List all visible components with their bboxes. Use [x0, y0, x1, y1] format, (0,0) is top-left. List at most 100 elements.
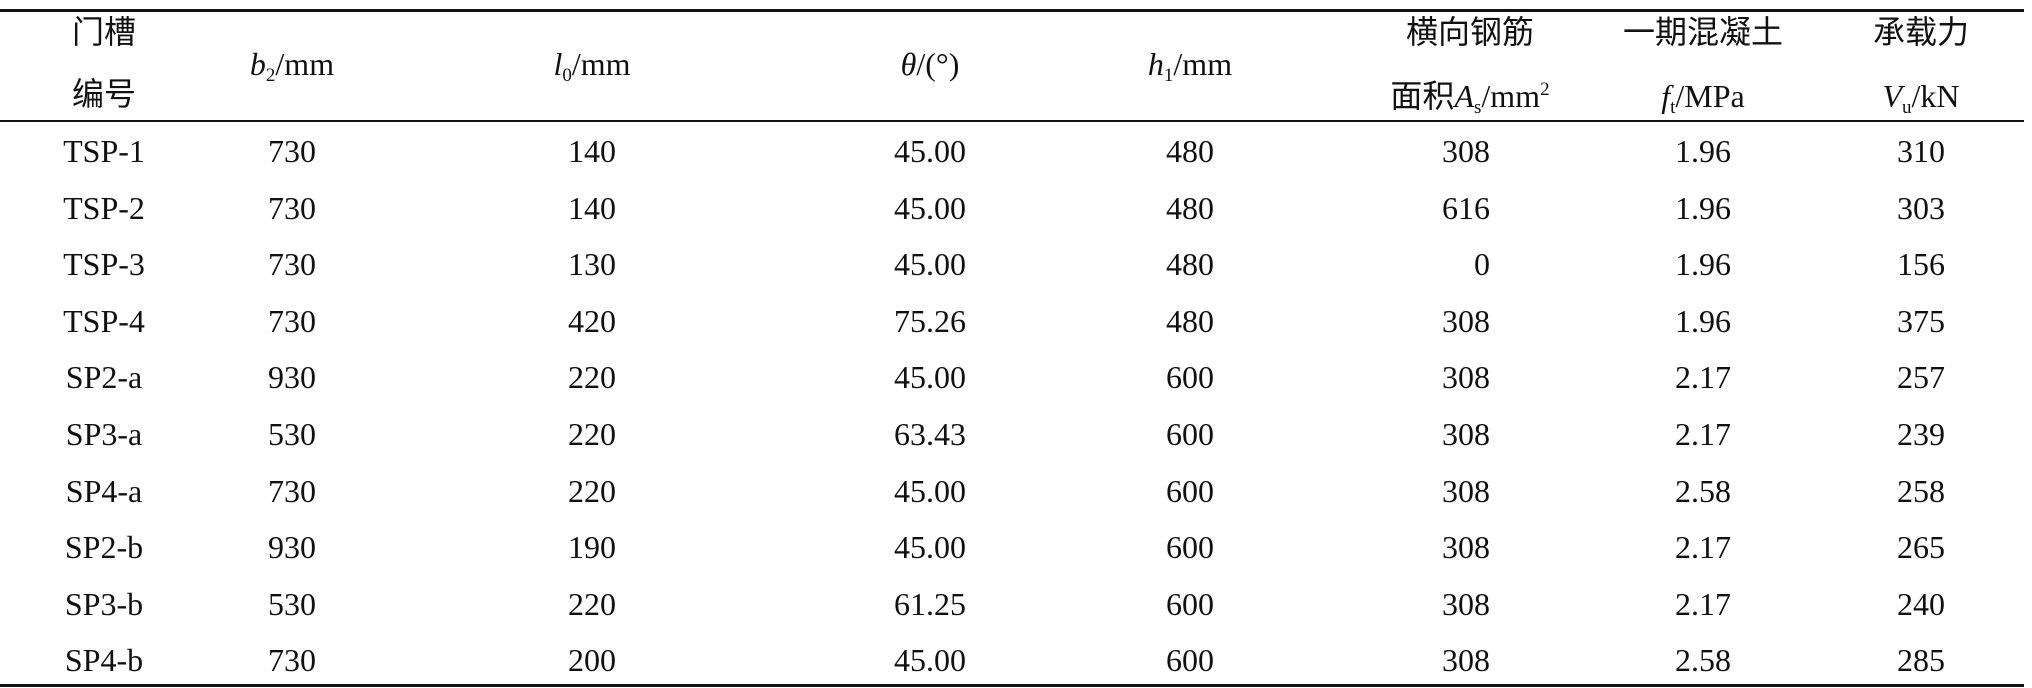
table-cell: 45.00: [894, 642, 966, 679]
header-label: 一期混凝土: [1622, 14, 1783, 50]
row-label: TSP-2: [63, 189, 145, 226]
table-cell: 1.96: [1675, 189, 1731, 226]
header-symbol: f: [1661, 78, 1671, 114]
bottom-rule: [0, 684, 2024, 687]
table-cell: 240: [1897, 585, 1945, 622]
table-cell: 45.00: [894, 246, 966, 283]
table-cell: 45.00: [894, 189, 966, 226]
table-cell: 220: [568, 359, 616, 396]
header-symbol: l: [553, 46, 563, 82]
header-symbol-line: Vu/kN: [1721, 80, 2032, 117]
table-cell: 308: [1442, 472, 1490, 509]
table-cell: 2.17: [1675, 585, 1731, 622]
table-cell: 190: [568, 529, 616, 566]
table-cell: 61.25: [894, 585, 966, 622]
table-cell: 480: [1166, 133, 1214, 169]
table-cell: 730: [268, 189, 316, 226]
header-symbol-line: h1/mm: [990, 48, 1390, 85]
table-cell: 930: [268, 529, 316, 566]
table-cell: 1.96: [1675, 133, 1731, 169]
row-label: TSP-1: [63, 133, 145, 169]
header-subscript: t: [1670, 97, 1676, 118]
header-symbol-line: b2/mm: [92, 48, 492, 85]
table-cell: 616: [1442, 189, 1490, 226]
table-cell: 285: [1897, 642, 1945, 679]
table-cell: 156: [1897, 246, 1945, 283]
header-subscript: 2: [265, 65, 276, 86]
table-cell: 1.96: [1675, 302, 1731, 339]
table-cell: 257: [1897, 359, 1945, 396]
header-label: 承载力: [1872, 14, 1969, 50]
table-cell: 308: [1442, 133, 1490, 169]
table-cell: 220: [568, 585, 616, 622]
header-unit: /mm: [571, 46, 631, 82]
table-cell: 730: [268, 302, 316, 339]
table-cell: 730: [268, 472, 316, 509]
table-cell: 45.00: [894, 529, 966, 566]
table-cell: 140: [568, 189, 616, 226]
table-cell: 1.96: [1675, 246, 1731, 283]
table-cell: 600: [1166, 585, 1214, 622]
table-cell: 265: [1897, 529, 1945, 566]
table-cell: 930: [268, 359, 316, 396]
table-cell: 308: [1442, 359, 1490, 396]
header-symbol: b: [249, 46, 266, 82]
header-unit: /kN: [1911, 78, 1960, 114]
header-symbol: A: [1454, 78, 1474, 114]
header-text: 编号: [71, 76, 136, 112]
header-symbol-line: θ/(°): [730, 48, 1130, 80]
header-label: 横向钢筋: [1405, 14, 1534, 50]
header-symbol: V: [1882, 78, 1903, 114]
header-symbol-line: ft/MPa: [1503, 80, 1903, 117]
table-cell: 2.58: [1675, 472, 1731, 509]
row-label: TSP-3: [63, 246, 145, 283]
header-symbol: h: [1147, 46, 1164, 82]
table-cell: 308: [1442, 416, 1490, 452]
table-cell: 600: [1166, 416, 1214, 452]
header-subscript: u: [1902, 97, 1912, 118]
header-unit: /mm: [275, 46, 335, 82]
table-cell: 730: [268, 133, 316, 169]
table-cell: 130: [568, 246, 616, 283]
table-cell: 63.43: [894, 416, 966, 452]
table-cell: 2.17: [1675, 529, 1731, 566]
table-cell: 600: [1166, 472, 1214, 509]
header-unit: /MPa: [1675, 78, 1745, 114]
table-cell: 480: [1166, 246, 1214, 283]
table-cell: 0: [1474, 246, 1490, 283]
table-cell: 45.00: [894, 472, 966, 509]
table-cell: 310: [1897, 133, 1945, 169]
table-cell: 308: [1442, 585, 1490, 622]
table-cell: 420: [568, 302, 616, 339]
table-cell: 303: [1897, 189, 1945, 226]
row-label: SP4-b: [64, 642, 144, 679]
header-rule: [0, 120, 2024, 122]
table-cell: 2.17: [1675, 359, 1731, 396]
table-cell: 600: [1166, 642, 1214, 679]
row-label: SP4-a: [65, 472, 143, 509]
header-subscript: s: [1473, 97, 1482, 118]
table-cell: 2.17: [1675, 416, 1731, 452]
header-text: 门槽: [71, 14, 136, 50]
table-cell: 480: [1166, 302, 1214, 339]
table-cell: 308: [1442, 642, 1490, 679]
header-unit: /(°): [916, 46, 960, 82]
header-subscript: 1: [1163, 65, 1174, 86]
header-superscript: 2: [1540, 79, 1550, 100]
table-cell: 308: [1442, 302, 1490, 339]
table-cell: 140: [568, 133, 616, 169]
table-cell: 600: [1166, 359, 1214, 396]
row-label: SP3-b: [64, 585, 144, 622]
table-cell: 220: [568, 416, 616, 452]
table-cell: 200: [568, 642, 616, 679]
table-cell: 239: [1897, 416, 1945, 452]
header-prefix: 面积: [1390, 78, 1455, 114]
table-cell: 480: [1166, 189, 1214, 226]
header-unit: /mm: [1173, 46, 1233, 82]
table-cell: 75.26: [894, 302, 966, 339]
row-label: SP2-b: [64, 529, 144, 566]
row-label: SP2-a: [65, 359, 143, 396]
row-label: TSP-4: [63, 302, 145, 339]
table-cell: 530: [268, 416, 316, 452]
